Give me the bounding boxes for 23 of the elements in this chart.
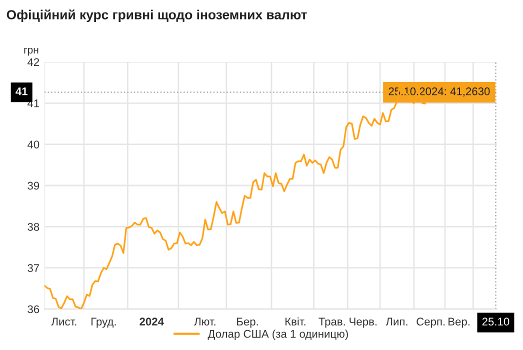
x-tick-label: Лип. bbox=[386, 318, 408, 326]
x-tick-label: 25.10 bbox=[482, 318, 510, 326]
x-tick-label: Серп. bbox=[416, 318, 445, 328]
legend-label: Долар США (за 1 одиницю) bbox=[208, 330, 348, 340]
annotation: 25.10.2024: 41,2630 bbox=[388, 87, 490, 97]
chart-title: Офіційний курс гривні щодо іноземних валют bbox=[6, 9, 307, 22]
x-tick-label: Лют. bbox=[194, 318, 216, 326]
y-axis-title: грн bbox=[24, 48, 38, 56]
x-tick-label: Квіт. bbox=[285, 317, 306, 326]
y-tick-label: 36 bbox=[28, 305, 40, 314]
x-tick-label: Трав. bbox=[318, 318, 345, 328]
ref-line-label: 41 bbox=[16, 88, 28, 96]
x-tick-label: 2024 bbox=[140, 318, 164, 326]
x-tick-label: Лист. bbox=[51, 318, 76, 326]
y-tick-label: 37 bbox=[28, 264, 40, 272]
y-tick-label: 39 bbox=[28, 182, 40, 190]
x-tick-label: Груд. bbox=[91, 318, 116, 328]
x-tick-label: Черв. bbox=[350, 318, 377, 328]
x-tick-label: Бер. bbox=[237, 318, 258, 328]
y-tick-label: 42 bbox=[27, 58, 40, 66]
y-tick-label: 40 bbox=[27, 140, 40, 148]
y-tick-label: 38 bbox=[28, 222, 40, 231]
x-tick-label: Вер. bbox=[448, 318, 470, 328]
